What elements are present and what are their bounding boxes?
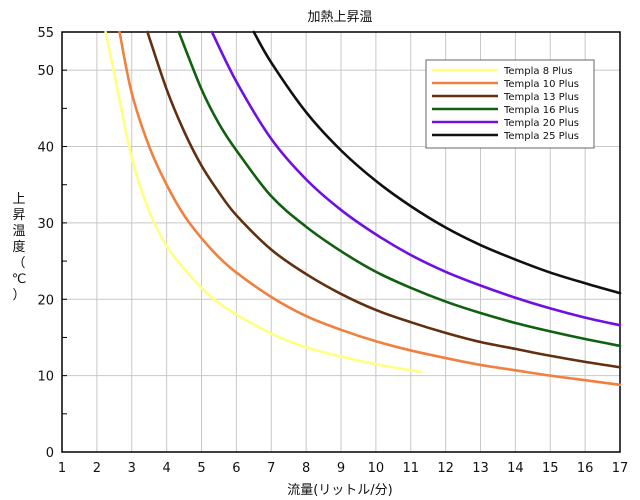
series-line: [146, 30, 622, 369]
series-line: [252, 30, 622, 295]
x-tick-label: 3: [128, 461, 136, 476]
chart-title: 加熱上昇温: [307, 10, 372, 25]
x-tick-label: 12: [437, 461, 454, 476]
series-layer: [104, 30, 622, 387]
x-tick-label: 17: [612, 461, 629, 476]
x-tick-label: 2: [93, 461, 101, 476]
legend-label: Templa 25 Plus: [503, 131, 579, 142]
x-axis-label: 流量(リットル/分): [287, 483, 393, 498]
y-tick-labels: 0 10 20 30 40 50 55: [37, 26, 54, 461]
legend-label: Templa 16 Plus: [503, 105, 579, 116]
legend: Templa 8 Plus Templa 10 Plus Templa 13 Plu…: [425, 59, 595, 149]
y-axis-label-char: 温: [12, 224, 25, 239]
x-tick-label: 13: [472, 461, 489, 476]
legend-label: Templa 13 Plus: [503, 92, 579, 103]
y-tick-label: 10: [37, 370, 54, 385]
y-tick-label: 30: [37, 217, 54, 232]
series-line: [177, 30, 622, 348]
series-line: [210, 30, 622, 327]
legend-box: [425, 59, 595, 149]
y-minor-ticks: [62, 31, 67, 453]
y-axis-label-char: 上: [12, 192, 25, 207]
y-tick-label: 40: [37, 141, 54, 156]
x-tick-label: 14: [507, 461, 524, 476]
x-tick-label: 9: [337, 461, 345, 476]
series-line: [118, 30, 622, 387]
x-tick-label: 15: [542, 461, 559, 476]
series-line: [104, 30, 423, 374]
x-tick-label: 16: [577, 461, 594, 476]
x-tick-label: 4: [162, 461, 170, 476]
y-tick-label: 0: [46, 446, 54, 461]
grid: [61, 31, 621, 453]
y-axis-label-char: 昇: [12, 208, 25, 223]
y-tick-label: 20: [37, 293, 54, 308]
x-tick-label: 1: [58, 461, 66, 476]
y-axis-label-char: （: [12, 256, 25, 271]
x-tick-label: 10: [368, 461, 385, 476]
plot-frame: [61, 31, 621, 453]
legend-label: Templa 10 Plus: [503, 79, 579, 90]
legend-label: Templa 8 Plus: [503, 66, 573, 77]
x-tick-label: 8: [302, 461, 310, 476]
x-tick-label: 5: [197, 461, 205, 476]
x-tick-label: 11: [402, 461, 419, 476]
y-tick-label: 50: [37, 64, 54, 79]
y-axis-label-char: 度: [12, 239, 25, 255]
x-tick-label: 7: [267, 461, 275, 476]
x-tick-label: 6: [232, 461, 240, 476]
y-tick-label: 55: [37, 26, 54, 41]
x-tick-labels: 1 2 3 4 5 6 7 8 9 10 11 12 13 14 15 16 17: [58, 461, 628, 476]
y-axis-label-char: ）: [12, 288, 25, 303]
legend-label: Templa 20 Plus: [503, 118, 579, 129]
y-axis-label-char: ℃: [12, 272, 27, 287]
